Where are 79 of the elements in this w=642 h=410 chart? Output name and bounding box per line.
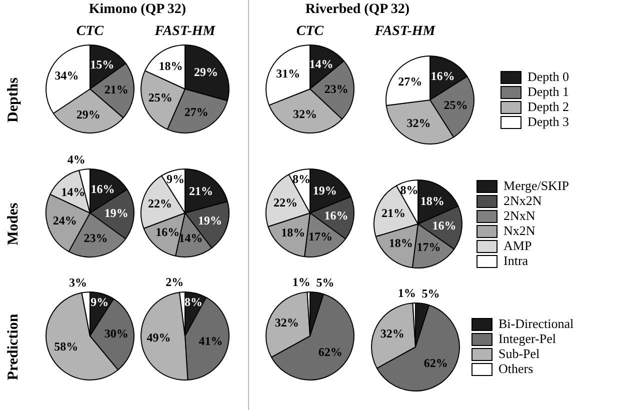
data-label: 17%	[416, 240, 441, 254]
data-label: 5%	[422, 286, 440, 301]
data-label: 17%	[308, 229, 332, 244]
data-label: 29%	[76, 107, 100, 122]
legend-label: Depth 2	[527, 98, 570, 114]
data-label: 34%	[54, 68, 79, 83]
data-label: 32%	[380, 326, 404, 340]
data-label: 22%	[273, 195, 298, 210]
data-label: 16%	[324, 208, 348, 222]
text: Kimono (QP 32)	[88, 2, 188, 18]
data-label: 19%	[312, 183, 337, 198]
data-label: 32%	[274, 315, 299, 330]
data-label: 18%	[281, 225, 306, 240]
legend-label: AMP	[504, 238, 532, 253]
data-label: 16%	[432, 218, 456, 233]
data-label: 15%	[90, 58, 114, 72]
data-label: 2%	[166, 275, 184, 290]
legend-label: 2Nx2N	[504, 192, 542, 208]
data-label: 3%	[69, 275, 88, 290]
data-label: 19%	[198, 214, 222, 228]
legend-label: Others	[498, 360, 534, 376]
text: Riverbed (QP 32)	[304, 2, 411, 18]
text: Prediction	[6, 312, 22, 382]
data-label: 29%	[194, 65, 218, 80]
legend-label: Nx2N	[504, 222, 536, 238]
data-label: 27%	[398, 74, 422, 89]
data-label: 1%	[398, 286, 416, 300]
legend-label: Intra	[504, 252, 528, 268]
data-label: 14%	[178, 230, 203, 245]
text: Modes	[6, 202, 22, 248]
chart-title: CTC	[295, 23, 325, 40]
data-label: 1%	[292, 275, 310, 290]
legend-label: Integer-Pel	[498, 330, 556, 346]
data-label: 18%	[388, 236, 413, 250]
data-label: 4%	[67, 152, 86, 167]
data-label: 62%	[424, 356, 448, 370]
data-label: 19%	[104, 206, 128, 220]
data-label: 18%	[420, 194, 444, 208]
data-label: 16%	[430, 68, 455, 83]
data-label: 21%	[189, 184, 214, 198]
data-label: 32%	[293, 107, 318, 122]
text: Depths	[6, 76, 22, 125]
data-label: 49%	[146, 330, 171, 345]
data-label: 58%	[54, 339, 78, 354]
data-label: 21%	[104, 82, 128, 96]
data-label: 16%	[90, 182, 115, 196]
data-label: 62%	[318, 344, 342, 359]
data-label: 32%	[406, 116, 431, 130]
legend-label: Merge/SKIP	[504, 178, 569, 193]
data-label: 27%	[184, 104, 208, 119]
data-label: 23%	[84, 230, 108, 245]
legend-label: Bi-Directional	[498, 316, 574, 331]
data-label: 8%	[400, 182, 418, 197]
data-label: 41%	[198, 334, 223, 348]
data-label: 8%	[292, 172, 310, 186]
data-label: 22%	[148, 196, 172, 211]
data-label: 25%	[148, 90, 172, 105]
data-label: 14%	[61, 184, 86, 199]
data-label: 24%	[52, 213, 77, 228]
legend-label: Depth 1	[527, 84, 570, 99]
data-label: 31%	[276, 66, 300, 80]
data-label: 18%	[158, 58, 183, 73]
chart-title: FAST-HM	[154, 23, 216, 40]
data-label: 14%	[309, 57, 334, 72]
data-label: 25%	[444, 98, 468, 112]
data-label: 5%	[316, 276, 334, 290]
data-label: 16%	[156, 225, 180, 240]
data-label: 21%	[382, 206, 406, 220]
chart-title: CTC	[75, 23, 105, 40]
data-label: 23%	[324, 82, 348, 96]
legend-label: 2NxN	[504, 208, 536, 223]
data-label: 9%	[166, 172, 185, 186]
chart-title: FAST-HM	[374, 23, 436, 40]
legend-label: Depth 3	[527, 114, 570, 129]
legend-label: Depth 0	[527, 68, 570, 84]
data-label: 8%	[184, 294, 203, 309]
legend-label: Sub-Pel	[498, 346, 540, 361]
data-label: 30%	[104, 326, 128, 340]
data-label: 9%	[90, 295, 109, 310]
